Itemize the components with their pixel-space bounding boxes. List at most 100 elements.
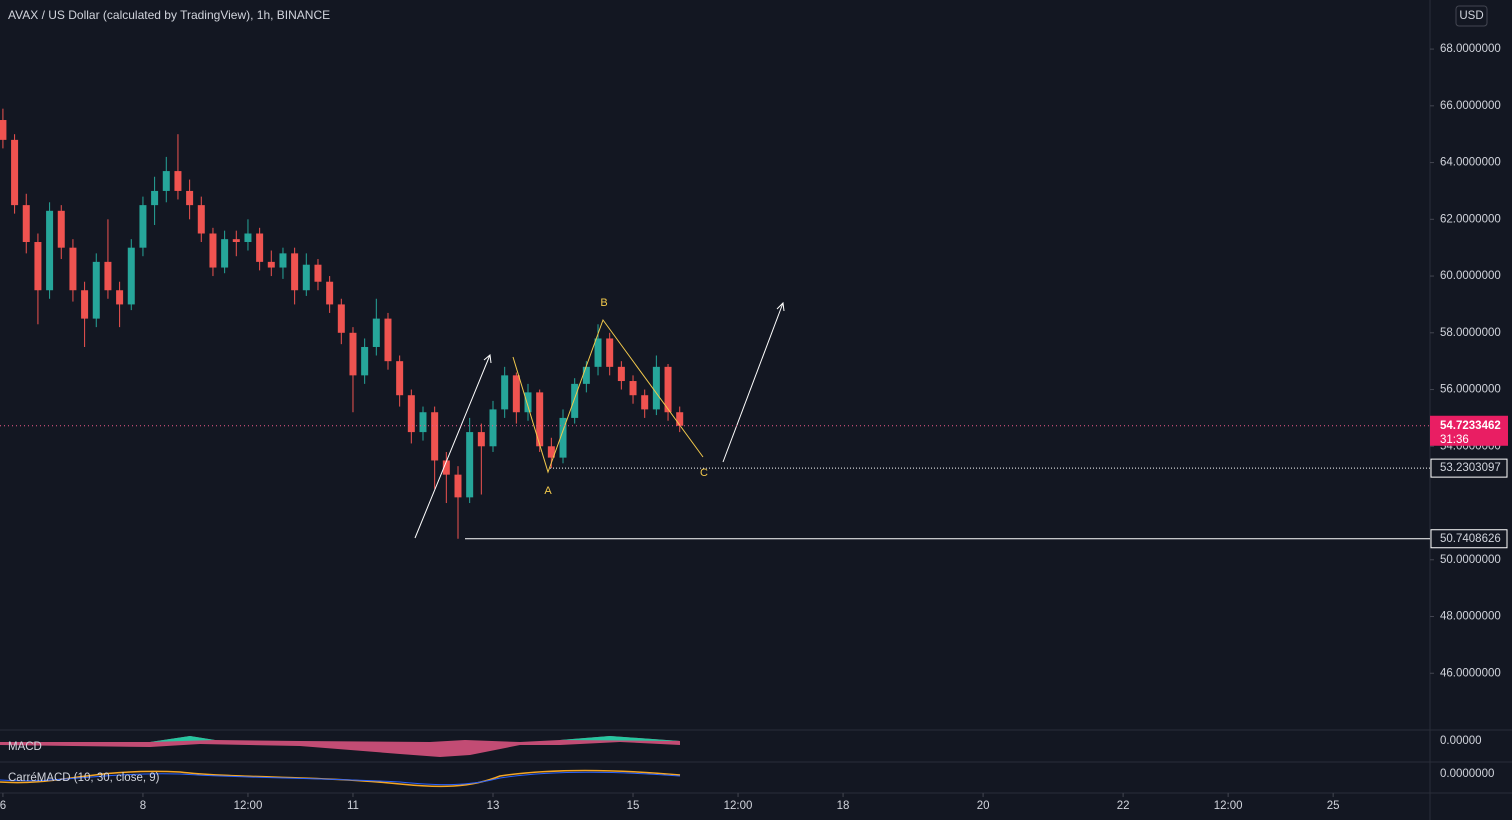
candle-body	[629, 381, 637, 396]
y-tick-label: 66.0000000	[1440, 100, 1501, 112]
candle-body	[232, 239, 240, 243]
carre-macd-line	[0, 769, 681, 788]
candle-body	[571, 383, 579, 418]
candle-body	[547, 446, 555, 458]
candle-body	[396, 361, 404, 396]
price-level-label: 53.2303097	[1440, 462, 1501, 474]
candle-body	[652, 366, 660, 410]
current-price-label: 54.7233462	[1440, 420, 1501, 432]
candle-body	[594, 338, 602, 367]
candle-body	[349, 332, 357, 376]
candle-body	[466, 432, 474, 498]
candle-body	[256, 233, 264, 262]
indicator-axis-label: 0.00000	[1440, 735, 1482, 747]
carre-signal-line	[0, 771, 681, 786]
x-tick-label: 25	[1327, 800, 1340, 812]
arrow	[722, 302, 784, 463]
current-price-tag	[1430, 415, 1508, 446]
countdown-label: 31:36	[1440, 434, 1469, 446]
wave-label: A	[544, 485, 552, 497]
y-tick-label: 60.0000000	[1440, 270, 1501, 282]
candle-body	[337, 304, 345, 333]
x-tick-label: 11	[347, 800, 359, 812]
candle-body	[11, 139, 19, 206]
chart-title: AVAX / US Dollar (calculated by TradingV…	[8, 8, 330, 22]
candle-body	[116, 290, 124, 305]
indicator-label: MACD	[8, 741, 42, 753]
price-level-label: 50.7408626	[1440, 533, 1501, 545]
candle-body	[384, 318, 392, 362]
candle-body	[139, 205, 147, 248]
y-tick-label: 56.0000000	[1440, 384, 1501, 396]
wave-drawing	[512, 318, 704, 474]
candle-body	[104, 261, 112, 291]
indicator-axis-label: 0.0000000	[1440, 768, 1494, 780]
arrow	[414, 354, 491, 539]
candle-body	[162, 171, 170, 191]
candle-body	[209, 233, 217, 268]
candle-body	[641, 395, 649, 410]
candle-body	[92, 261, 100, 319]
candle-body	[676, 412, 684, 426]
candle-body	[617, 366, 625, 382]
candle-body	[57, 210, 65, 248]
candle-body	[559, 417, 567, 458]
wave-label: B	[600, 297, 607, 309]
candle-body	[372, 318, 380, 347]
candle-body	[302, 264, 310, 291]
x-tick-label: 12:00	[234, 800, 263, 812]
candle-body	[407, 395, 415, 433]
candle-body	[151, 190, 159, 206]
y-tick-label: 46.0000000	[1440, 667, 1501, 679]
candle-body	[69, 247, 77, 291]
candle-body	[291, 253, 299, 291]
candle-body	[536, 392, 544, 447]
x-tick-label: 22	[1117, 800, 1130, 812]
y-tick-label: 58.0000000	[1440, 327, 1501, 339]
candle-body	[81, 290, 89, 319]
y-tick-label: 48.0000000	[1440, 611, 1501, 623]
candle-body	[221, 239, 229, 268]
candle-body	[419, 412, 427, 433]
candle-body	[34, 242, 42, 291]
currency-label[interactable]: USD	[1459, 10, 1483, 22]
x-tick-label: 18	[837, 800, 850, 812]
candle-body	[197, 205, 205, 234]
arrow-head	[776, 301, 785, 312]
y-tick-label: 62.0000000	[1440, 213, 1501, 225]
candle-body	[431, 412, 439, 461]
x-tick-label: 20	[977, 800, 990, 812]
candle-body	[512, 375, 520, 413]
x-tick-label: 12:00	[724, 800, 753, 812]
candle-body	[22, 205, 30, 243]
candle-body	[454, 474, 462, 498]
candle-body	[46, 210, 54, 291]
candle-body	[186, 190, 194, 206]
price-level-tag	[1430, 529, 1508, 549]
candle-body	[501, 375, 509, 410]
currency-button[interactable]	[1455, 5, 1488, 27]
candle-body	[477, 432, 485, 447]
candle-body	[582, 366, 590, 384]
candle-body	[606, 338, 614, 367]
x-tick-label: 15	[627, 800, 640, 812]
arrow-head	[483, 354, 492, 364]
candle-body	[0, 120, 7, 140]
candle-body	[314, 264, 322, 282]
y-tick-label: 50.0000000	[1440, 554, 1501, 566]
macd-histogram-up	[150, 736, 680, 742]
x-tick-label: 6	[0, 800, 6, 812]
candle-body	[664, 366, 672, 413]
x-tick-label: 8	[140, 800, 146, 812]
candle-body	[244, 233, 252, 243]
candles	[0, 108, 684, 539]
price-level-tag	[1430, 458, 1508, 478]
candle-body	[267, 261, 275, 268]
candle-body	[127, 247, 135, 305]
x-tick-label: 13	[487, 800, 500, 812]
x-tick-label: 12:00	[1214, 800, 1243, 812]
wave-label: C	[700, 467, 708, 479]
y-tick-label: 68.0000000	[1440, 43, 1501, 55]
